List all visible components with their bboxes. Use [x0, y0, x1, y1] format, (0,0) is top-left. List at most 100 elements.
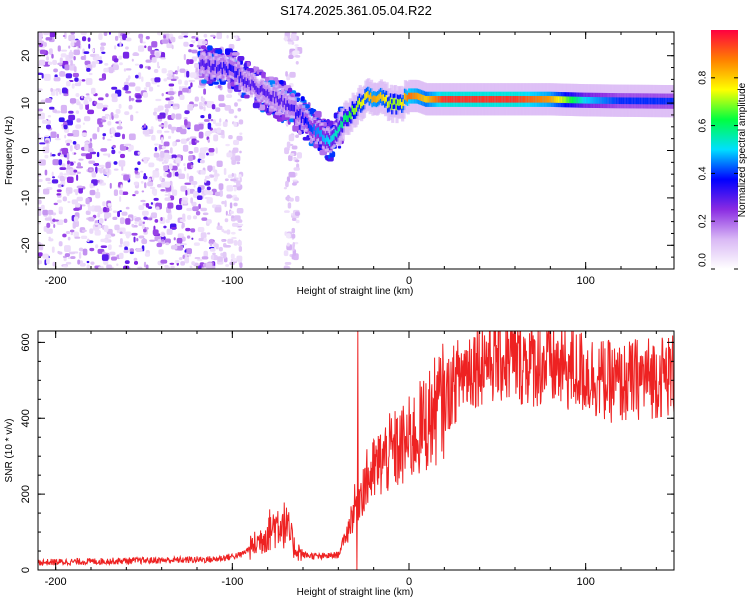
cluster-cell — [200, 45, 207, 50]
noise-cell — [290, 33, 297, 41]
noise-cell — [152, 202, 156, 206]
noise-cell — [166, 42, 173, 49]
noise-cell — [46, 222, 51, 228]
noise-cell — [94, 229, 101, 236]
noise-cell — [40, 204, 45, 210]
noise-cell — [191, 138, 197, 145]
noise-cell — [69, 98, 77, 104]
noise-cell — [195, 37, 199, 42]
noise-cell — [107, 203, 112, 207]
noise-cell — [155, 98, 162, 102]
noise-cell — [284, 148, 290, 155]
noise-cell — [221, 200, 225, 205]
noise-cell — [102, 108, 106, 112]
noise-cell — [96, 102, 104, 109]
noise-cell — [227, 213, 232, 216]
noise-cell — [180, 185, 187, 192]
cluster-cell — [337, 145, 342, 149]
noise-cell — [104, 212, 112, 218]
noise-cell — [106, 172, 110, 178]
noise-cell — [167, 91, 175, 96]
noise-cell — [51, 171, 54, 177]
noise-cell — [78, 45, 81, 49]
noise-cell — [161, 92, 164, 97]
noise-cell — [218, 183, 224, 191]
noise-cell — [96, 56, 101, 60]
noise-cell — [42, 209, 49, 216]
noise-cell — [176, 237, 183, 244]
noise-cell — [89, 183, 94, 189]
noise-cell — [101, 115, 107, 120]
noise-cell — [116, 125, 123, 130]
noise-cell — [168, 163, 173, 170]
noise-cell — [38, 72, 43, 76]
noise-cell — [232, 147, 239, 153]
noise-cell — [84, 144, 89, 152]
noise-cell — [87, 148, 94, 153]
noise-cell — [88, 97, 92, 102]
noise-cell — [285, 233, 291, 239]
noise-cell — [151, 41, 158, 48]
noise-cell — [48, 48, 53, 55]
noise-cell — [145, 81, 151, 88]
noise-cell — [190, 165, 194, 169]
noise-cell — [98, 78, 105, 81]
noise-cell — [58, 159, 63, 166]
noise-cell — [231, 215, 235, 219]
noise-cell — [91, 171, 97, 178]
noise-cell — [102, 133, 107, 137]
figure-title: S174.2025.361.05.04.R22 — [280, 3, 432, 18]
noise-cell — [69, 63, 76, 71]
noise-cell — [42, 146, 50, 154]
noise-cell — [291, 41, 295, 45]
noise-cell — [175, 71, 178, 75]
noise-cell — [235, 155, 241, 162]
noise-cell — [74, 82, 82, 87]
noise-cell — [209, 243, 213, 247]
noise-cell — [42, 253, 49, 259]
noise-cell — [164, 181, 171, 188]
noise-cell — [155, 206, 160, 211]
noise-cell — [60, 53, 67, 58]
noise-cell — [212, 252, 216, 256]
noise-cell — [215, 122, 222, 127]
noise-cell — [38, 199, 42, 205]
noise-cell — [44, 140, 49, 144]
noise-cell — [149, 186, 156, 190]
noise-cell — [67, 200, 71, 204]
noise-cell — [56, 193, 61, 196]
noise-cell — [161, 145, 167, 150]
noise-cell — [200, 207, 207, 212]
noise-cell — [154, 77, 161, 83]
noise-cell — [189, 136, 197, 140]
snr-ytick-label: 0 — [20, 567, 32, 573]
noise-cell — [147, 206, 153, 209]
noise-cell — [170, 265, 175, 269]
noise-cell — [236, 255, 243, 262]
noise-cell — [150, 212, 158, 219]
noise-cell — [130, 97, 135, 101]
noise-cell — [53, 202, 58, 206]
noise-cell — [75, 124, 82, 129]
colorbar-tick-label: 0.4 — [698, 166, 709, 180]
noise-cell — [102, 136, 105, 140]
noise-cell — [135, 86, 141, 92]
noise-cell — [43, 32, 50, 36]
spectrogram-ylabel: Frequency (Hz) — [4, 116, 15, 185]
noise-cell — [224, 200, 227, 208]
noise-cell — [195, 67, 199, 73]
noise-cell — [67, 160, 70, 165]
noise-cell — [156, 115, 164, 119]
noise-cell — [103, 67, 110, 73]
noise-cell — [53, 223, 56, 229]
noise-cell — [197, 258, 203, 261]
noise-cell — [118, 103, 122, 109]
noise-cell — [125, 231, 130, 239]
noise-cell — [100, 119, 107, 123]
noise-cell — [71, 152, 74, 155]
noise-cell — [145, 36, 150, 40]
noise-cell — [118, 160, 126, 167]
noise-cell — [89, 138, 93, 142]
noise-cell — [81, 132, 88, 137]
noise-cell — [204, 175, 211, 179]
